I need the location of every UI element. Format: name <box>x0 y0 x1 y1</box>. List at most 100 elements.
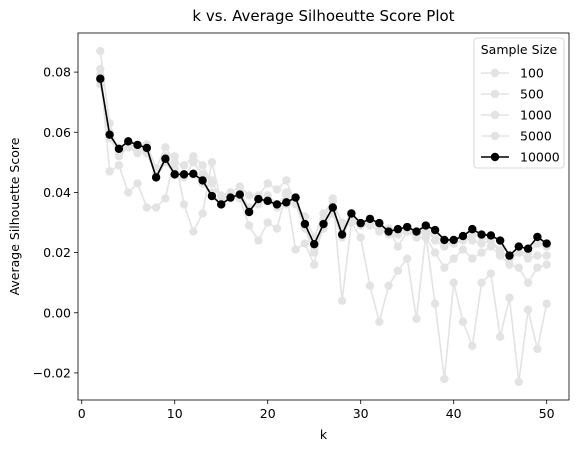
data-point-10000 <box>319 219 328 229</box>
data-point-10000 <box>365 214 375 224</box>
data-point-100 <box>505 293 514 302</box>
data-point-100 <box>244 221 254 230</box>
data-point-500 <box>468 236 477 245</box>
x-tick-label: 40 <box>446 406 462 421</box>
data-point-10000 <box>458 231 468 241</box>
data-point-100 <box>300 239 310 248</box>
data-point-100 <box>430 299 440 308</box>
data-point-100 <box>458 317 468 326</box>
data-point-10000 <box>189 169 198 178</box>
data-point-10000 <box>486 231 496 240</box>
legend-label: 10000 <box>520 150 560 165</box>
data-point-5000 <box>124 143 133 152</box>
data-point-10000 <box>217 200 226 209</box>
series-layer <box>96 46 551 387</box>
y-tick-label: 0.08 <box>43 65 71 80</box>
data-point-500 <box>523 254 533 263</box>
data-point-100 <box>412 314 421 323</box>
data-point-10000 <box>412 227 421 236</box>
data-point-100 <box>542 299 551 308</box>
data-point-10000 <box>384 227 393 236</box>
data-point-100 <box>133 179 142 188</box>
data-point-1000 <box>430 248 440 257</box>
data-point-10000 <box>337 230 347 239</box>
data-point-10000 <box>514 242 523 251</box>
data-point-100 <box>142 203 152 212</box>
legend-marker <box>490 68 500 78</box>
data-point-100 <box>207 158 217 167</box>
data-point-100 <box>449 278 458 287</box>
data-point-1000 <box>523 278 533 287</box>
data-point-10000 <box>133 140 142 150</box>
data-point-500 <box>179 161 189 170</box>
data-point-10000 <box>430 225 440 235</box>
data-point-100 <box>263 218 272 227</box>
legend-label: 100 <box>520 66 544 81</box>
legend-box <box>473 37 565 169</box>
y-axis-title: Average Silhouette Score <box>7 137 22 295</box>
data-point-100 <box>523 305 533 314</box>
data-point-100 <box>514 377 523 387</box>
data-point-100 <box>477 278 486 287</box>
data-point-1000 <box>533 263 542 272</box>
data-point-1000 <box>421 233 430 242</box>
data-point-500 <box>430 236 440 245</box>
data-point-10000 <box>505 251 514 260</box>
data-point-1000 <box>198 170 207 179</box>
y-tick-label: 0.00 <box>43 305 71 320</box>
data-point-10000 <box>105 130 114 139</box>
data-point-10000 <box>96 74 105 83</box>
data-point-10000 <box>272 200 282 209</box>
plot-frame <box>77 32 570 401</box>
series-10000 <box>96 74 551 260</box>
data-point-10000 <box>393 224 403 234</box>
data-point-100 <box>291 245 300 254</box>
data-point-100 <box>151 203 161 212</box>
data-point-500 <box>319 209 328 218</box>
data-point-100 <box>393 266 403 275</box>
data-point-10000 <box>477 230 486 239</box>
data-point-500 <box>263 179 272 188</box>
data-point-500 <box>282 176 291 185</box>
data-point-10000 <box>523 244 533 253</box>
data-point-500 <box>161 143 170 152</box>
data-point-1000 <box>189 158 198 167</box>
x-axis: 0 10 20 30 40 50 <box>78 400 555 421</box>
legend-label: 5000 <box>520 129 552 144</box>
data-point-100 <box>486 269 496 278</box>
data-point-100 <box>114 161 124 170</box>
data-point-10000 <box>300 219 310 229</box>
data-point-500 <box>542 251 551 260</box>
y-axis: −0.02 0.00 0.02 0.04 0.06 0.08 <box>33 65 78 380</box>
x-axis-title: k <box>320 427 328 442</box>
data-point-100 <box>337 296 347 305</box>
legend-marker <box>490 131 500 141</box>
data-point-100 <box>384 281 393 290</box>
x-tick-label: 50 <box>539 406 555 421</box>
data-point-10000 <box>235 190 245 199</box>
data-point-10000 <box>282 198 291 207</box>
y-tick-label: 0.06 <box>43 125 71 140</box>
data-point-10000 <box>356 218 365 228</box>
x-tick-label: 10 <box>167 406 183 421</box>
data-point-100 <box>495 332 505 342</box>
data-point-100 <box>310 260 319 269</box>
data-point-5000 <box>495 245 505 254</box>
data-point-10000 <box>468 224 477 234</box>
legend-title: Sample Size <box>481 42 558 57</box>
y-tick-label: 0.04 <box>43 185 71 200</box>
data-point-10000 <box>421 221 430 230</box>
data-point-100 <box>365 281 375 290</box>
data-point-100 <box>198 209 207 218</box>
data-point-10000 <box>198 176 207 185</box>
data-point-10000 <box>244 207 254 217</box>
y-tick-label: 0.02 <box>43 245 71 260</box>
data-point-1000 <box>514 263 523 272</box>
data-point-500 <box>328 197 337 206</box>
data-point-10000 <box>170 170 179 179</box>
data-point-10000 <box>151 173 161 182</box>
legend-entry-10000: 10000 <box>481 150 560 165</box>
data-point-1000 <box>393 242 403 251</box>
data-point-500 <box>96 46 105 56</box>
data-point-1000 <box>458 245 468 254</box>
